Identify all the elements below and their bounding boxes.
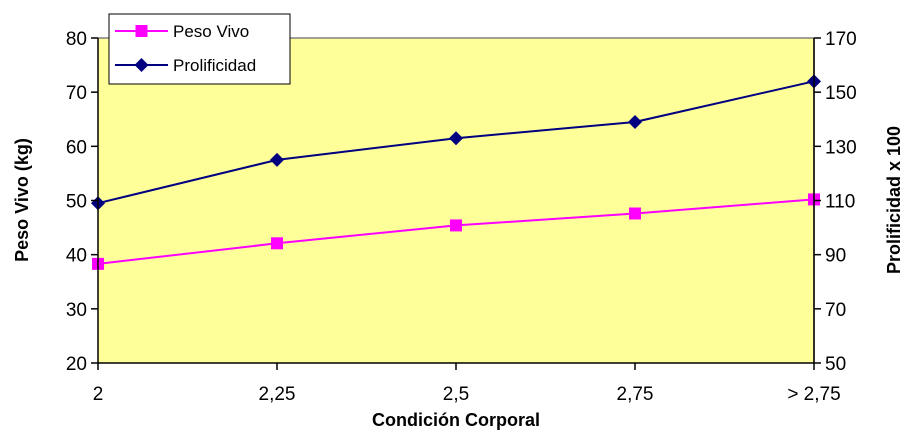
y-tick-label-left: 80 [66, 29, 87, 50]
data-point-peso-vivo [271, 237, 283, 250]
x-tick-label: > 2,75 [787, 384, 840, 405]
x-tick-label: 2 [93, 384, 104, 405]
data-point-prolificidad [449, 131, 463, 146]
legend-marker-peso-vivo [135, 25, 148, 37]
y-tick-label-left: 30 [66, 300, 87, 321]
legend-label-prolificidad: Prolificidad [173, 56, 256, 75]
y-tick-label-left: 70 [66, 83, 87, 104]
legend-marker-prolificidad [134, 58, 149, 72]
plot-area [98, 38, 814, 363]
data-point-prolificidad [628, 114, 642, 129]
data-point-prolificidad [270, 152, 284, 167]
y-tick-label-right: 110 [825, 192, 855, 213]
y-tick-label-right: 90 [825, 246, 846, 267]
y-tick-label-right: 130 [825, 137, 857, 158]
y-tick-label-right: 70 [825, 300, 846, 321]
x-tick-label: 2,75 [617, 384, 654, 405]
data-point-peso-vivo [629, 207, 641, 220]
y-axis-title-left: Peso Vivo (kg) [12, 138, 32, 262]
y-tick-label-right: 150 [825, 83, 857, 104]
x-tick-label: 2,5 [443, 384, 469, 405]
legend-label-peso-vivo: Peso Vivo [173, 22, 249, 41]
y-tick-label-left: 40 [66, 246, 87, 267]
y-tick-label-left: 60 [66, 137, 87, 158]
y-tick-label-right: 170 [825, 29, 857, 50]
y-axis-title-right: Prolificidad x 100 [884, 126, 904, 274]
y-tick-label-left: 50 [66, 192, 87, 213]
y-tick-label-left: 20 [66, 354, 87, 375]
y-tick-label-right: 50 [825, 354, 846, 375]
x-tick-label: 2,25 [259, 384, 296, 405]
data-point-peso-vivo [450, 219, 462, 232]
x-axis-title: Condición Corporal [372, 410, 540, 430]
